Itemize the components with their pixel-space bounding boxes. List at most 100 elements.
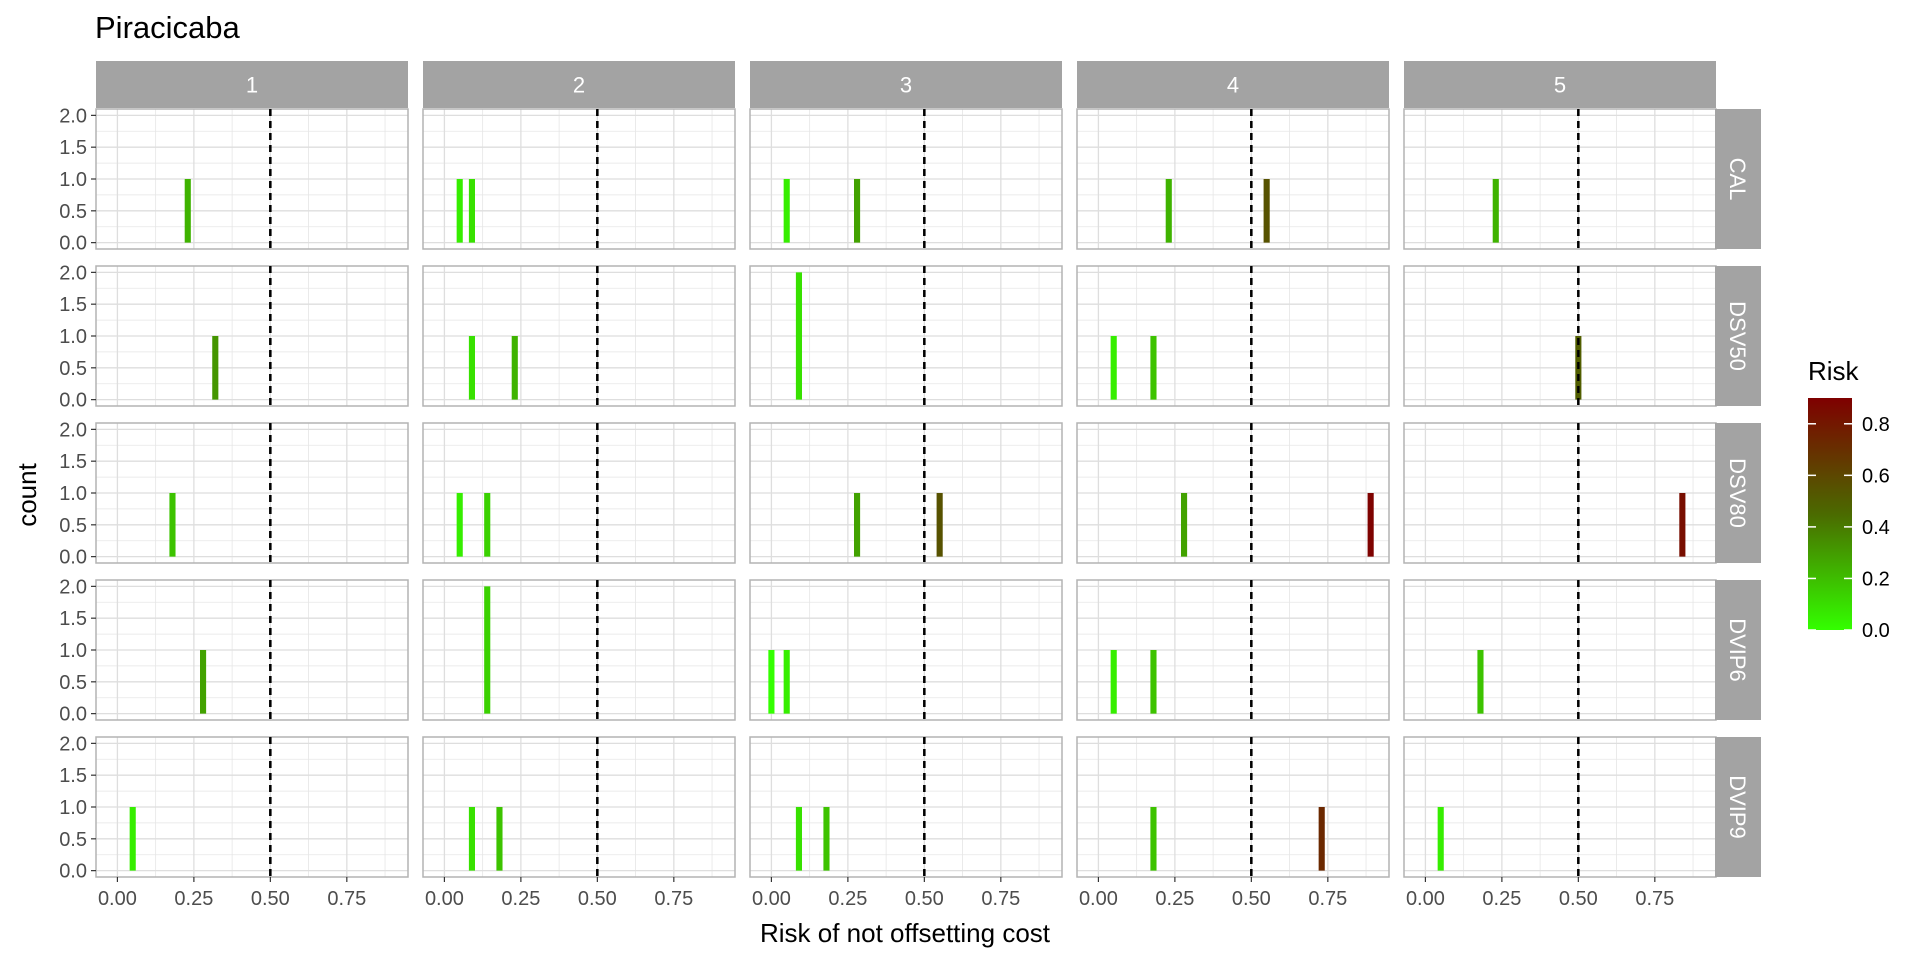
y-tick-label: 1.0: [59, 326, 87, 348]
strip-col-1: 1: [96, 61, 408, 108]
bar-DSV50-2: [511, 336, 518, 400]
panel-DSV80-5: [1403, 422, 1717, 564]
panel-border: [749, 108, 1063, 250]
bar-CAL-3: [783, 179, 790, 243]
y-tick-label: 0.5: [59, 515, 87, 537]
legend-tick-label: 0.8: [1862, 414, 1890, 436]
x-tick-label: 0.25: [828, 888, 867, 910]
bar-DVIP6-1: [200, 650, 207, 714]
panel-DVIP9-5: [1403, 736, 1717, 878]
strip-background: [1715, 737, 1761, 877]
panel-border: [1076, 736, 1390, 878]
y-tick-label: 1.0: [59, 483, 87, 505]
y-tick-label: 1.0: [59, 640, 87, 662]
strip-background: [1715, 266, 1761, 406]
x-axis-label: Risk of not offsetting cost: [760, 918, 1051, 948]
panel-DVIP9-1: [95, 736, 409, 878]
strip-label: 2: [573, 73, 585, 98]
bar-DVIP6-3: [783, 650, 790, 714]
strip-label: 4: [1227, 73, 1239, 98]
x-tick-label: 0.00: [1406, 888, 1445, 910]
strip-label: CAL: [1725, 158, 1750, 201]
panel-DVIP6-2: [422, 579, 736, 721]
strip-col-2: 2: [423, 61, 735, 108]
bar-DVIP6-2: [484, 586, 491, 714]
x-tick-label: 0.50: [1559, 888, 1598, 910]
bar-DVIP9-5: [1437, 807, 1444, 871]
bar-DVIP9-3: [795, 807, 802, 871]
panel-border: [422, 579, 736, 721]
column-strips: 1 2 3 4 5: [96, 61, 1716, 108]
y-tick-label: 0.0: [59, 704, 87, 726]
panel-DVIP6-3: [749, 579, 1063, 721]
y-axis-label: count: [12, 462, 42, 526]
bar-DVIP6-5: [1477, 650, 1484, 714]
panel-border: [1076, 108, 1390, 250]
panel-border: [749, 265, 1063, 407]
strip-row-DSV80: DSV80: [1715, 423, 1761, 563]
strip-label: DVIP9: [1725, 775, 1750, 839]
panel-CAL-4: [1076, 108, 1390, 250]
x-tick-label: 0.50: [1232, 888, 1271, 910]
x-tick-label: 0.00: [1079, 888, 1118, 910]
panel-border: [749, 736, 1063, 878]
x-tick-label: 0.00: [752, 888, 791, 910]
panel-DSV50-5: [1403, 265, 1717, 407]
bar-CAL-4: [1263, 179, 1270, 243]
x-tick-label: 0.25: [174, 888, 213, 910]
y-tick-label: 1.0: [59, 797, 87, 819]
panel-DVIP6-5: [1403, 579, 1717, 721]
panel-CAL-3: [749, 108, 1063, 250]
bar-DSV80-3: [936, 493, 943, 557]
panel-DVIP9-4: [1076, 736, 1390, 878]
strip-background: [1715, 580, 1761, 720]
legend-tick-label: 0.2: [1862, 568, 1890, 590]
strip-label: 1: [246, 73, 258, 98]
panel-CAL-1: [95, 108, 409, 250]
y-tick-label: 2.0: [59, 576, 87, 598]
y-tick-label: 1.5: [59, 451, 87, 473]
bar-DSV50-4: [1150, 336, 1157, 400]
y-tick-label: 0.5: [59, 201, 87, 223]
bar-DSV80-4: [1181, 493, 1188, 557]
bar-DSV50-1: [212, 336, 219, 400]
x-axes: 0.00 0.25 0.50 0.75 0.00 0.25 0.50 0.75 0.00 0.25…: [98, 877, 1674, 910]
panel-DSV80-3: [749, 422, 1063, 564]
panel-DVIP6-1: [95, 579, 409, 721]
y-tick-label: 0.0: [59, 547, 87, 569]
panel-border: [422, 736, 736, 878]
x-tick-label: 0.75: [327, 888, 366, 910]
bar-DVIP6-4: [1150, 650, 1157, 714]
strip-col-4: 4: [1077, 61, 1389, 108]
x-tick-label: 0.50: [905, 888, 944, 910]
panel-DSV80-4: [1076, 422, 1390, 564]
panel-DSV50-1: [95, 265, 409, 407]
panel-DSV80-1: [95, 422, 409, 564]
y-tick-label: 1.5: [59, 294, 87, 316]
x-tick-label: 0.50: [251, 888, 290, 910]
panel-DSV80-2: [422, 422, 736, 564]
panel-border: [1076, 422, 1390, 564]
panel-border: [422, 108, 736, 250]
strip-background: [1715, 109, 1761, 249]
legend-colorbar: [1808, 398, 1852, 630]
strip-label: DSV50: [1725, 301, 1750, 371]
panel-DSV50-4: [1076, 265, 1390, 407]
bar-DVIP9-4: [1318, 807, 1325, 871]
legend-tick-label: 0.0: [1862, 620, 1890, 642]
y-axes: 0.0 0.5 1.0 1.5 2.0 0.0 0.5 1.0 1.5 2.0 0.0 0.5 1.0 1…: [59, 105, 96, 883]
bar-DVIP9-2: [496, 807, 503, 871]
x-tick-label: 0.75: [1308, 888, 1347, 910]
y-tick-label: 0.0: [59, 390, 87, 412]
panel-border: [422, 265, 736, 407]
y-tick-label: 2.0: [59, 733, 87, 755]
bar-DSV80-3: [854, 493, 861, 557]
x-tick-label: 0.00: [98, 888, 137, 910]
facet-panels: [95, 108, 1717, 878]
y-tick-label: 0.5: [59, 358, 87, 380]
bar-DSV50-4: [1110, 336, 1117, 400]
strip-background: [423, 61, 735, 108]
bar-DSV80-5: [1679, 493, 1686, 557]
panel-border: [422, 422, 736, 564]
strip-label: 5: [1554, 73, 1566, 98]
